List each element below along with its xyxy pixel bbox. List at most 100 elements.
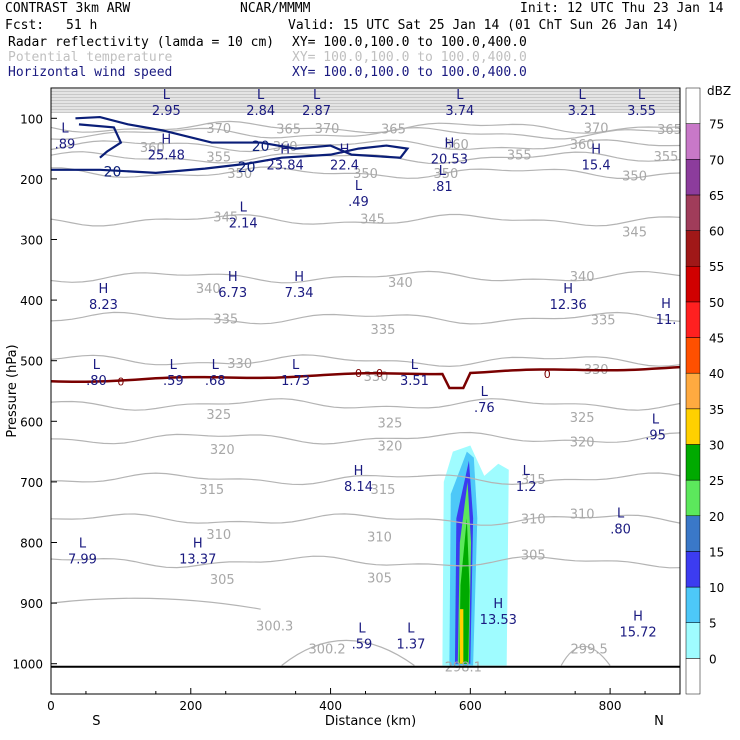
- wind-contour-label: 20: [238, 160, 256, 176]
- theta-contour-365: [50, 126, 681, 141]
- extremum-letter-L: L: [163, 88, 171, 103]
- extremum-value: 11.: [656, 313, 677, 328]
- zero-contour-label: 0: [544, 368, 551, 381]
- north-label: N: [654, 714, 664, 729]
- theta-label: 345: [360, 212, 385, 227]
- theta-label: 340: [388, 276, 413, 291]
- colorbar-level-label: 10: [709, 581, 724, 595]
- colorbar-level-label: 0: [709, 652, 717, 666]
- colorbar-unit: dBZ: [707, 84, 731, 98]
- extremum-letter-L: L: [439, 164, 447, 179]
- colorbar-swatch: [685, 372, 701, 410]
- theta-label: 300.2: [308, 643, 345, 658]
- y-tick-label: 800: [20, 537, 43, 551]
- theta-label: 350: [622, 169, 647, 184]
- y-tick-label: 700: [20, 476, 43, 490]
- theta-label: 325: [206, 408, 231, 423]
- colorbar-level-label: 75: [709, 118, 724, 132]
- theta-label: 305: [521, 549, 546, 564]
- theta-label: 350: [353, 167, 378, 182]
- theta-label: 340: [196, 282, 221, 297]
- y-tick-label: 600: [20, 415, 43, 429]
- extremum-letter-H: H: [493, 597, 503, 612]
- extremum-letter-H: H: [591, 143, 601, 158]
- colorbar-swatch: [685, 87, 701, 124]
- extremum-letter-H: H: [161, 132, 171, 147]
- forecast-hours: 51 h: [66, 18, 98, 33]
- theta-contour-300: [50, 597, 261, 610]
- colorbar-level-label: 30: [709, 438, 724, 452]
- extremum-value: 1.2: [516, 480, 537, 495]
- theta-label: 310: [521, 512, 546, 527]
- extremum-letter-L: L: [481, 385, 489, 400]
- extremum-letter-L: L: [93, 358, 101, 373]
- theta-label: 310: [206, 528, 231, 543]
- y-tick-label: 100: [20, 112, 43, 126]
- theta-label: 355: [654, 150, 679, 165]
- colorbar-level-label: 60: [709, 225, 724, 239]
- colorbar-swatch: [685, 658, 701, 695]
- theta-label: 299.5: [571, 643, 608, 658]
- x-tick-label: 200: [179, 699, 202, 713]
- extremum-letter-L: L: [61, 121, 69, 136]
- extremum-value: .59: [163, 374, 184, 389]
- south-label: S: [92, 714, 100, 729]
- extremum-letter-L: L: [212, 358, 220, 373]
- extremum-letter-H: H: [633, 609, 643, 624]
- theta-label: 310: [367, 530, 392, 545]
- extremum-value: 1.37: [396, 637, 425, 652]
- extremum-value: .59: [352, 637, 373, 652]
- valid-time: Valid: 15 UTC Sat 25 Jan 14 (01 ChT Sun …: [288, 18, 680, 33]
- theta-label: 355: [507, 149, 532, 164]
- colorbar-swatch: [685, 586, 701, 623]
- legend-wind-label: Horizontal wind speed: [8, 65, 173, 80]
- theta-label: 320: [378, 440, 403, 455]
- y-tick-label: 1000: [12, 658, 43, 672]
- theta-contour-340: [50, 270, 681, 284]
- wind-contour-20-inner: [78, 123, 123, 159]
- legend-theta-label: Potential temperature: [8, 50, 173, 65]
- theta-contour-345: [50, 213, 681, 227]
- extremum-letter-H: H: [354, 464, 364, 479]
- theta-contour-300-lobe: [281, 639, 415, 667]
- extremum-value: 3.21: [568, 104, 597, 119]
- extremum-value: 3.55: [627, 104, 656, 119]
- extremum-value: 13.37: [179, 553, 216, 568]
- theta-label: 370: [206, 122, 231, 137]
- init-time: Init: 12 UTC Thu 23 Jan 14: [520, 1, 724, 16]
- colorbar-level-label: 25: [709, 474, 724, 488]
- theta-label: 345: [622, 226, 647, 241]
- zero-wind-contour-layer: 0 0 0 0: [50, 365, 681, 390]
- x-tick-label: 800: [599, 699, 622, 713]
- colorbar-level-label: 65: [709, 189, 724, 203]
- extremum-letter-L: L: [411, 358, 419, 373]
- extremum-letter-L: L: [456, 88, 464, 103]
- extremum-letter-H: H: [193, 537, 203, 552]
- theta-contour-320: [50, 431, 681, 445]
- x-tick-label: 400: [319, 699, 342, 713]
- extremum-letter-H: H: [563, 282, 573, 297]
- extremum-value: 8.23: [89, 298, 118, 313]
- forecast-label: Fcst:: [5, 18, 45, 33]
- theta-label: 320: [570, 435, 595, 450]
- extremum-letter-H: H: [228, 270, 238, 285]
- extremum-value: 2.87: [302, 104, 331, 119]
- colorbar-swatch: [685, 301, 701, 338]
- extremum-value: 20.53: [431, 153, 468, 168]
- extremum-value: 2.14: [229, 216, 258, 231]
- colorbar-swatch: [685, 551, 701, 588]
- colorbar-swatch: [685, 408, 701, 445]
- extremum-letter-L: L: [292, 358, 300, 373]
- y-tick-label: 900: [20, 597, 43, 611]
- theta-label: 315: [371, 483, 396, 498]
- extremum-value: 15.4: [582, 159, 611, 174]
- theta-label: 325: [570, 411, 595, 426]
- colorbar-level-label: 55: [709, 260, 724, 274]
- theta-label: 305: [367, 572, 392, 587]
- theta-contour-335: [50, 311, 681, 325]
- theta-label: 305: [210, 573, 235, 588]
